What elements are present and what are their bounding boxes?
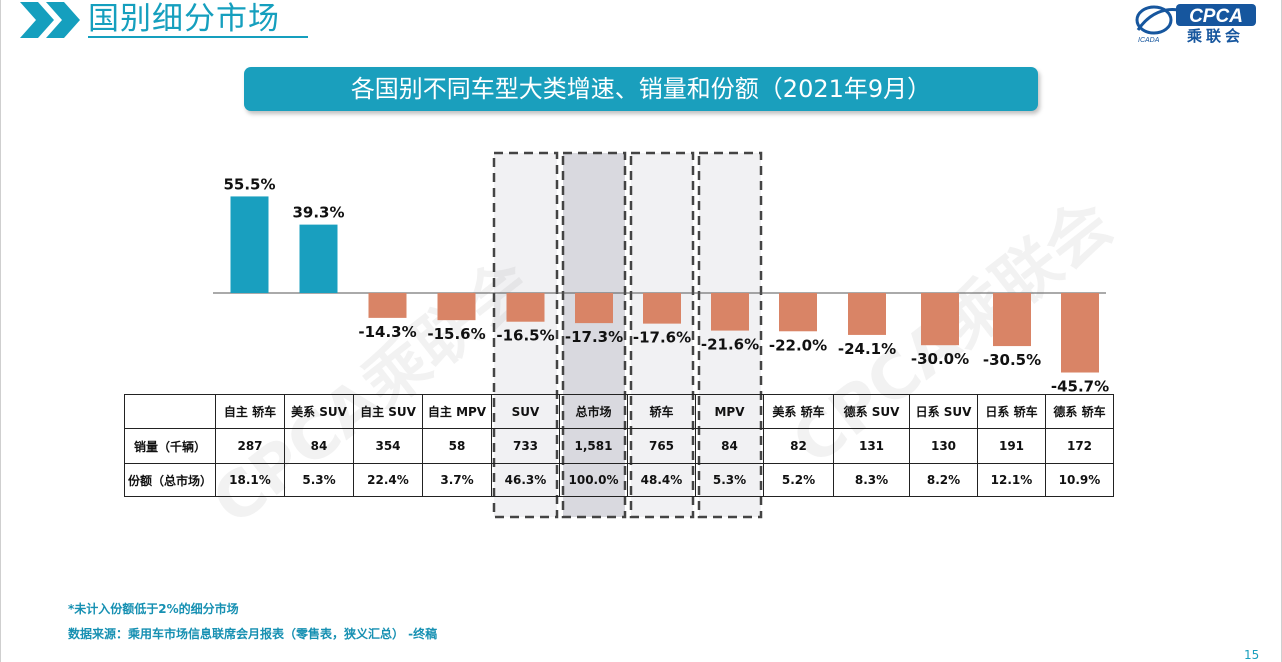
footnote-share: *未计入份额低于2%的细分市场 bbox=[68, 602, 239, 616]
table-header-cell: 轿车 bbox=[627, 394, 696, 429]
table-cell: 8.3% bbox=[833, 463, 910, 497]
table-header-cell: 自主 MPV bbox=[422, 394, 492, 429]
bar-6 bbox=[643, 293, 681, 324]
table-cell: 18.1% bbox=[215, 463, 285, 497]
table-corner-cell bbox=[124, 394, 216, 429]
table-row-label: 销量（千辆） bbox=[124, 428, 216, 464]
table-header-cell: 德系 SUV bbox=[833, 394, 910, 429]
section-title: 国别细分市场 bbox=[88, 1, 280, 37]
table-cell: 1,581 bbox=[559, 428, 628, 464]
chart-banner: 各国别不同车型大类增速、销量和份额（2021年9月） bbox=[244, 67, 1038, 111]
footnote-source: 数据来源：乘用车市场信息联席会月报表（零售表，狭义汇总） -终稿 bbox=[68, 627, 438, 641]
data-label-8: -22.0% bbox=[769, 336, 827, 354]
bar-3 bbox=[437, 293, 476, 321]
bar-2 bbox=[368, 293, 407, 318]
section-title-underline bbox=[88, 36, 308, 38]
data-label-10: -30.0% bbox=[911, 350, 969, 368]
table-cell: 82 bbox=[763, 428, 834, 464]
bar-11 bbox=[993, 293, 1031, 347]
data-label-6: -17.6% bbox=[633, 329, 691, 347]
table-cell: 765 bbox=[627, 428, 696, 464]
data-label-7: -21.6% bbox=[701, 336, 759, 354]
logo-small-text: ICADA bbox=[1138, 37, 1160, 44]
table-cell: 12.1% bbox=[977, 463, 1046, 497]
data-label-4: -16.5% bbox=[496, 327, 554, 345]
table-header-row: 自主 轿车 美系 SUV 自主 SUV 自主 MPV SUV 总市场 轿车 MPV 美系 轿车德… bbox=[124, 394, 1114, 429]
table-header-cell: 自主 SUV bbox=[353, 394, 423, 429]
table-header-cell: SUV bbox=[491, 394, 560, 429]
frame-left-border bbox=[0, 0, 1, 662]
table-row-label: 份额（总市场） bbox=[124, 463, 216, 497]
table-cell: 130 bbox=[909, 428, 978, 464]
logo-subtext: 乘联会 bbox=[1187, 27, 1245, 45]
bar-7 bbox=[711, 293, 749, 331]
table-cell: 733 bbox=[491, 428, 560, 464]
table-cell: 5.2% bbox=[763, 463, 834, 497]
table-cell: 10.9% bbox=[1045, 463, 1114, 497]
bar-0 bbox=[230, 196, 269, 293]
table-cell: 58 bbox=[422, 428, 492, 464]
table-cell: 22.4% bbox=[353, 463, 423, 497]
bar-5 bbox=[575, 293, 613, 324]
table-cell: 46.3% bbox=[491, 463, 560, 497]
cpca-logo: CPCA ICADA bbox=[1135, 4, 1256, 44]
chevron-double-icon bbox=[20, 2, 80, 38]
table-cell: 84 bbox=[695, 428, 764, 464]
table-header-cell: 美系 SUV bbox=[284, 394, 354, 429]
table-cell: 100.0% bbox=[559, 463, 628, 497]
table-row: 份额（总市场） 18.1% 5.3% 22.4% 3.7% 46.3% 100.0% 48.4… bbox=[124, 463, 1114, 497]
data-label-2: -14.3% bbox=[358, 323, 416, 341]
bar-1 bbox=[299, 224, 338, 293]
table-row: 销量（千辆） 287 84 354 58 733 1,581 765 84 82 131 130 191… bbox=[124, 428, 1114, 464]
table-header-cell: MPV bbox=[695, 394, 764, 429]
data-label-0: 55.5% bbox=[223, 175, 275, 193]
table-cell: 84 bbox=[284, 428, 354, 464]
table-header-cell: 德系 轿车 bbox=[1045, 394, 1114, 429]
bar-8 bbox=[779, 293, 817, 332]
sales-share-table: 自主 轿车 美系 SUV 自主 SUV 自主 MPV SUV 总市场 轿车 MPV 美系 轿车德… bbox=[124, 394, 1114, 497]
table-cell: 8.2% bbox=[909, 463, 978, 497]
table-header-cell: 总市场 bbox=[559, 394, 628, 429]
table-header-cell: 美系 轿车 bbox=[763, 394, 834, 429]
page-number: 15 bbox=[1244, 648, 1260, 662]
table-cell: 131 bbox=[833, 428, 910, 464]
data-label-5: -17.3% bbox=[565, 328, 623, 346]
logo-text: CPCA bbox=[1189, 6, 1243, 27]
bar-12 bbox=[1061, 293, 1099, 373]
bar-10 bbox=[921, 293, 959, 346]
table-cell: 5.3% bbox=[695, 463, 764, 497]
bar-9 bbox=[848, 293, 886, 335]
table-cell: 5.3% bbox=[284, 463, 354, 497]
data-label-12: -45.7% bbox=[1051, 378, 1109, 396]
data-label-11: -30.5% bbox=[983, 351, 1041, 369]
data-label-1: 39.3% bbox=[292, 204, 344, 222]
data-label-3: -15.6% bbox=[427, 325, 485, 343]
table-header-cell: 日系 轿车 bbox=[977, 394, 1046, 429]
table-cell: 172 bbox=[1045, 428, 1114, 464]
table-cell: 191 bbox=[977, 428, 1046, 464]
bar-4 bbox=[506, 293, 545, 322]
data-label-9: -24.1% bbox=[838, 340, 896, 358]
table-header-cell: 自主 轿车 bbox=[215, 394, 285, 429]
table-header-cell: 日系 SUV bbox=[909, 394, 978, 429]
table-cell: 3.7% bbox=[422, 463, 492, 497]
table-cell: 48.4% bbox=[627, 463, 696, 497]
table-cell: 354 bbox=[353, 428, 423, 464]
table-cell: 287 bbox=[215, 428, 285, 464]
